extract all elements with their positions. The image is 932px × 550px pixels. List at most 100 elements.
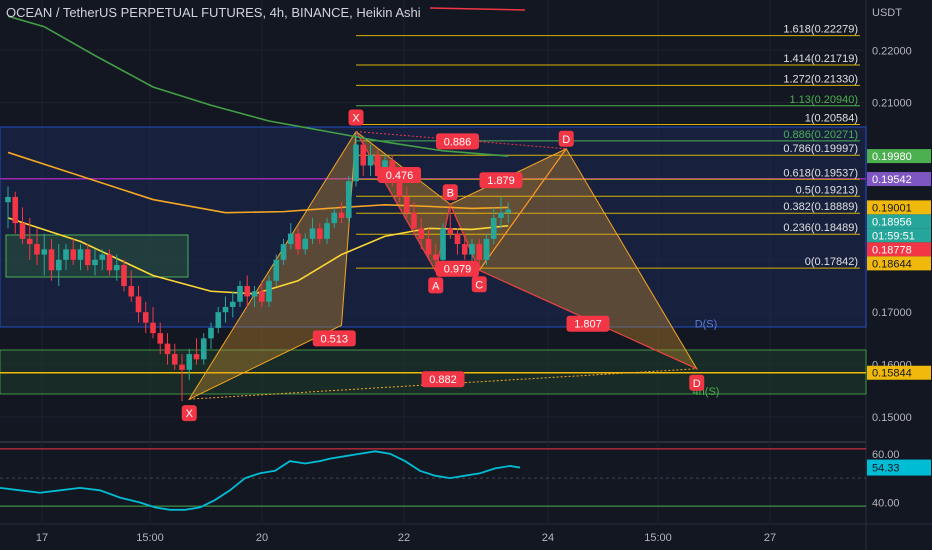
- price-badge: [867, 200, 931, 215]
- candle-body: [447, 228, 454, 234]
- ratio-label: [566, 315, 610, 332]
- price-badge-text: 0.18956: [872, 216, 912, 228]
- candle-body: [113, 265, 120, 271]
- time-tick-label: 17: [36, 532, 48, 544]
- ratio-label-text: 1.807: [574, 319, 602, 331]
- fib-level-label: 0.786(0.19997): [783, 143, 858, 155]
- price-tick-label: 0.17000: [872, 307, 912, 319]
- pattern-point-marker-text: A: [432, 280, 440, 292]
- consolidation-box: [5, 234, 189, 278]
- candle-body: [34, 244, 40, 255]
- fib-level-label: 0.382(0.18889): [783, 201, 858, 213]
- candle-body: [12, 196, 19, 224]
- moving-average-green: [7, 15, 509, 157]
- time-tick-label: 27: [764, 532, 776, 544]
- candle-body: [186, 354, 193, 370]
- time-tick-label: 15:00: [644, 532, 672, 544]
- price-tick-label: 0.15000: [872, 412, 912, 424]
- candle-body: [70, 249, 77, 260]
- ratio-label-text: 0.886: [444, 136, 472, 148]
- ratio-label: [436, 260, 479, 277]
- pattern2-point-marker: [689, 374, 705, 391]
- candle-body: [63, 249, 69, 260]
- ratio-label-text: 0.513: [320, 333, 348, 345]
- price-badge-text: 0.15844: [872, 368, 912, 380]
- fib-level-label: 0.5(0.19213): [796, 184, 858, 196]
- candle-body: [26, 238, 33, 245]
- candle-body: [483, 238, 490, 260]
- fib-level-label: 0.236(0.18489): [783, 222, 858, 234]
- price-badge: [867, 214, 931, 229]
- candle-body: [432, 254, 439, 260]
- candle-body: [490, 217, 497, 239]
- indicator-tick-label: 60.00: [872, 449, 900, 461]
- ratio-label-text: 1.879: [487, 175, 515, 187]
- candle-body: [128, 286, 135, 297]
- time-tick-label: 15:00: [136, 532, 164, 544]
- price-badge: [867, 242, 931, 257]
- pattern2-xd-line: [189, 368, 697, 400]
- candle-body: [374, 155, 381, 176]
- ratio-label-text: 0.882: [429, 374, 457, 386]
- candle-body: [229, 301, 236, 307]
- candle-body: [179, 364, 185, 370]
- candle-body: [77, 249, 84, 260]
- fib-level-label: 1.618(0.22279): [783, 24, 858, 36]
- pattern-point-marker: [558, 130, 574, 147]
- candle-body: [353, 144, 359, 182]
- price-badge: [867, 228, 931, 243]
- candle-body: [324, 223, 330, 239]
- candle-body: [302, 238, 309, 250]
- candle-body: [498, 212, 504, 218]
- time-tick-label: 20: [256, 532, 268, 544]
- candle-body: [273, 259, 280, 281]
- daily-support-zone: [0, 126, 867, 328]
- pattern-point-marker-text: D: [562, 134, 570, 146]
- price-tick-label: 0.21000: [872, 98, 912, 110]
- indicator-value-text: 54.33: [872, 463, 900, 475]
- candle-body: [150, 322, 156, 334]
- price-tick-label: 0.22000: [872, 45, 912, 57]
- price-badge-text: 0.18644: [872, 258, 912, 270]
- fib-level-label: 1(0.20584): [805, 112, 858, 124]
- price-badge: [867, 149, 931, 164]
- zone-label: D(S): [695, 318, 718, 330]
- candle-body: [258, 291, 265, 302]
- candle-body: [403, 196, 410, 213]
- candle-body: [92, 259, 98, 266]
- candle-body: [411, 212, 417, 229]
- purple-level: [0, 178, 866, 180]
- candle-body: [135, 296, 142, 313]
- time-tick-label: 22: [398, 532, 410, 544]
- price-badge-text: 0.18778: [872, 244, 912, 256]
- indicator-value-badge: [867, 459, 931, 476]
- candle-body: [309, 228, 316, 239]
- candle-body: [367, 155, 374, 166]
- pattern-point-marker: [471, 276, 487, 293]
- chart-title: OCEAN / TetherUS PERPETUAL FUTURES, 4h, …: [6, 5, 421, 20]
- candle-body: [425, 238, 432, 255]
- ratio-label: [421, 371, 465, 388]
- ratio-label: [436, 133, 479, 150]
- candle-body: [505, 209, 512, 213]
- candle-body: [157, 333, 164, 344]
- candle-body: [244, 286, 251, 297]
- candle-body: [287, 233, 294, 245]
- price-badge-text: 01:59:51: [872, 230, 915, 242]
- candle-body: [295, 233, 301, 250]
- candle-body: [266, 280, 272, 302]
- candle-body: [200, 338, 207, 360]
- candle-body: [469, 244, 475, 255]
- fib-level-label: 1.272(0.21330): [783, 73, 858, 85]
- candle-body: [121, 265, 127, 286]
- candle-body: [41, 249, 48, 255]
- pattern-point-marker: [348, 109, 364, 126]
- pattern-point-marker-text: B: [447, 187, 454, 199]
- fib-level-label: 1.414(0.21719): [783, 53, 858, 65]
- fib-level-label: 0.618(0.19537): [783, 167, 858, 179]
- fib-level-label: 0.886(0.20271): [783, 129, 858, 141]
- candle-body: [222, 306, 229, 313]
- pattern-point-marker: [442, 184, 458, 201]
- candle-body: [418, 228, 425, 239]
